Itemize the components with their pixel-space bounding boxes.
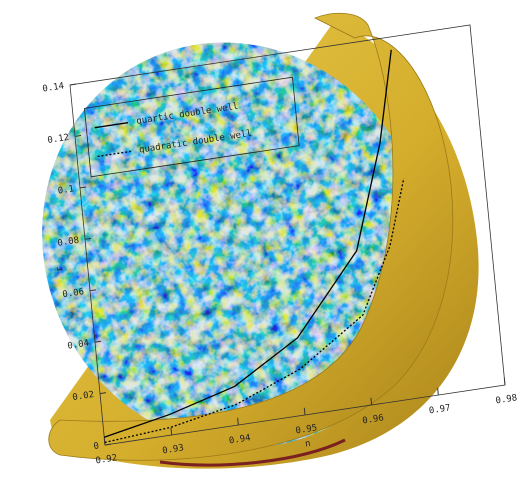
y-tick-label: 0.04: [67, 339, 90, 352]
cmb-noise: [42, 42, 428, 448]
legend-box: [84, 76, 300, 178]
y-tick-label: 0.02: [72, 390, 95, 403]
y-tick-label: 0.1: [57, 184, 75, 196]
y-tick: [74, 135, 82, 137]
y-tick: [89, 289, 97, 292]
x-tick: [503, 377, 506, 386]
peel-front: [48, 12, 454, 461]
y-tick: [94, 340, 102, 343]
y-tick-label: 0: [93, 441, 100, 452]
x-tick: [170, 427, 173, 436]
y-tick-label: 0.06: [62, 287, 85, 300]
series-line: [104, 49, 392, 438]
y-tick-label: 0.08: [57, 236, 80, 249]
x-tick-label: 0.95: [295, 423, 318, 436]
y-tick: [84, 237, 92, 240]
x-tick: [303, 407, 306, 416]
x-axis-label: n: [304, 439, 311, 450]
x-tick-label: 0.94: [228, 433, 251, 446]
y-tick: [104, 443, 112, 446]
y-tick: [99, 392, 107, 395]
y-axis-label: r: [55, 265, 66, 272]
x-tick-label: 0.96: [362, 413, 385, 426]
y-tick-label: 0.14: [42, 81, 65, 94]
y-tick: [69, 83, 77, 86]
x-tick-label: 0.97: [428, 403, 451, 416]
x-tick: [237, 417, 239, 426]
legend-swatch: [94, 122, 129, 129]
y-tick: [79, 186, 87, 189]
legend-swatch: [97, 150, 131, 158]
x-tick: [437, 387, 439, 396]
peel-edge: [159, 438, 346, 467]
x-tick-label: 0.92: [95, 453, 118, 466]
artwork: [42, 12, 479, 469]
x-tick-label: 0.93: [162, 443, 185, 456]
x-tick: [103, 437, 106, 446]
y-tick-label: 0.12: [47, 133, 70, 146]
x-tick: [370, 397, 373, 406]
x-tick-label: 0.98: [495, 393, 518, 406]
